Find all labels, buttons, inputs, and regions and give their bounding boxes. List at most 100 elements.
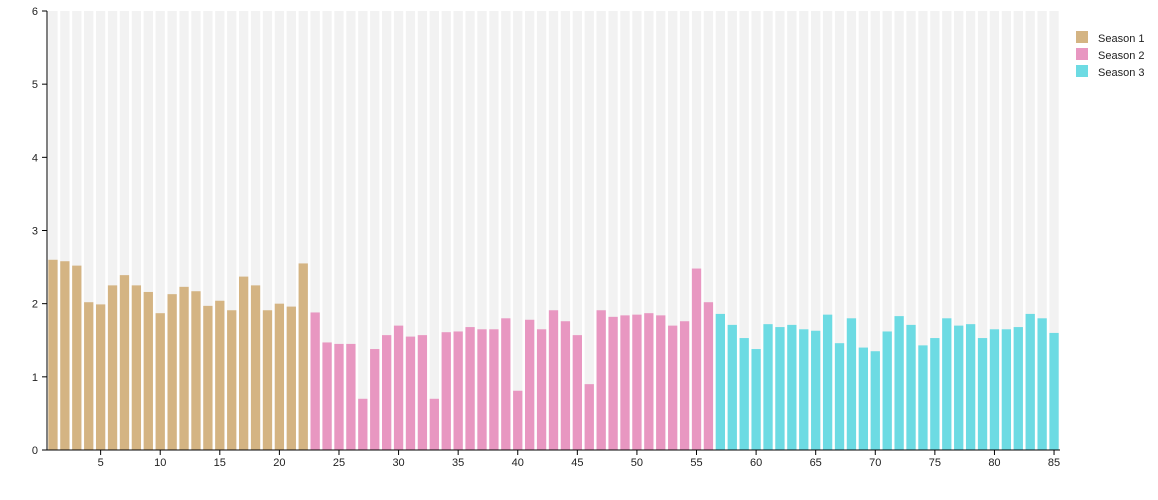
bar-3-68[interactable] (846, 318, 857, 450)
background-bar (572, 11, 582, 450)
bar-2-52[interactable] (656, 315, 666, 450)
bar-3-74[interactable] (918, 345, 928, 450)
bar-1-18[interactable] (250, 285, 261, 450)
bar-3-81[interactable] (1001, 329, 1012, 450)
bar-3-82[interactable] (1013, 327, 1023, 450)
bar-2-35[interactable] (453, 331, 463, 450)
bar-1-7[interactable] (119, 275, 130, 450)
bar-3-71[interactable] (882, 331, 892, 450)
bar-2-37[interactable] (477, 329, 487, 450)
bar-3-60[interactable] (751, 349, 761, 450)
background-bar (858, 11, 869, 450)
bar-3-70[interactable] (870, 351, 880, 450)
x-tick-label: 80 (988, 457, 1000, 469)
bar-3-62[interactable] (775, 327, 785, 450)
background-bar (668, 11, 678, 450)
bar-2-33[interactable] (429, 398, 439, 450)
bar-3-64[interactable] (799, 329, 809, 450)
bar-3-61[interactable] (763, 324, 773, 450)
bar-2-28[interactable] (370, 349, 380, 450)
bar-2-29[interactable] (382, 335, 392, 450)
bar-1-2[interactable] (60, 261, 70, 450)
bar-2-44[interactable] (560, 321, 571, 450)
bar-1-6[interactable] (107, 285, 118, 450)
bar-3-72[interactable] (894, 316, 904, 450)
bar-3-63[interactable] (787, 324, 797, 450)
bar-1-1[interactable] (48, 259, 58, 450)
bar-3-79[interactable] (977, 338, 988, 450)
bar-1-14[interactable] (203, 305, 213, 450)
bar-2-36[interactable] (465, 327, 475, 450)
bar-2-41[interactable] (525, 319, 535, 450)
bar-2-25[interactable] (334, 343, 344, 450)
bar-3-73[interactable] (906, 324, 916, 450)
bar-2-23[interactable] (310, 312, 320, 450)
bar-2-31[interactable] (405, 336, 416, 450)
bar-1-5[interactable] (95, 304, 106, 450)
bar-1-20[interactable] (274, 303, 285, 450)
bar-2-42[interactable] (536, 329, 547, 450)
background-bar (846, 11, 857, 450)
bar-3-57[interactable] (715, 313, 725, 450)
bar-1-8[interactable] (131, 285, 142, 450)
bar-2-27[interactable] (358, 398, 368, 450)
bar-3-65[interactable] (811, 330, 821, 450)
bar-3-85[interactable] (1049, 332, 1059, 450)
bar-2-40[interactable] (513, 390, 523, 450)
x-tick-label: 65 (810, 457, 822, 469)
bar-2-45[interactable] (572, 335, 582, 450)
bar-1-9[interactable] (143, 291, 153, 450)
bar-1-21[interactable] (286, 306, 296, 450)
bar-3-76[interactable] (942, 318, 952, 450)
bar-1-11[interactable] (167, 294, 177, 450)
bar-2-32[interactable] (417, 335, 428, 450)
bar-3-69[interactable] (858, 347, 869, 450)
bar-3-78[interactable] (965, 324, 976, 450)
bar-2-51[interactable] (644, 313, 654, 450)
bar-2-49[interactable] (620, 315, 630, 450)
bar-3-66[interactable] (822, 314, 833, 450)
background-bar (1049, 11, 1059, 450)
bar-1-4[interactable] (84, 302, 94, 450)
bar-2-24[interactable] (322, 342, 332, 450)
bar-3-59[interactable] (739, 338, 749, 450)
bar-3-80[interactable] (989, 329, 1000, 450)
x-tick-label: 25 (333, 457, 345, 469)
bar-1-3[interactable] (72, 265, 82, 450)
bar-2-55[interactable] (691, 268, 702, 450)
bar-2-46[interactable] (584, 384, 594, 450)
bar-3-58[interactable] (727, 324, 737, 450)
bar-3-77[interactable] (954, 325, 964, 450)
bar-2-56[interactable] (703, 302, 714, 450)
bar-2-34[interactable] (441, 332, 451, 450)
bar-1-12[interactable] (179, 286, 189, 450)
bar-1-15[interactable] (215, 300, 225, 450)
bar-2-30[interactable] (393, 325, 404, 450)
bar-1-17[interactable] (238, 276, 249, 450)
bar-1-19[interactable] (262, 310, 273, 450)
background-bar (799, 11, 809, 450)
bar-3-84[interactable] (1037, 318, 1047, 450)
bar-2-54[interactable] (679, 321, 690, 450)
background-bar (620, 11, 630, 450)
bar-2-39[interactable] (501, 318, 511, 450)
x-tick-label: 85 (1048, 457, 1060, 469)
x-axis: 5 10 15 20 25 30 35 40 45 50 55 60 65 70 75 80 85 (47, 449, 1060, 469)
bar-1-22[interactable] (298, 263, 308, 450)
background-bar (274, 11, 285, 450)
bar-2-38[interactable] (489, 329, 499, 450)
bar-1-13[interactable] (191, 291, 201, 450)
background-bar (393, 11, 404, 450)
bar-2-26[interactable] (346, 343, 356, 450)
bar-2-43[interactable] (548, 310, 559, 450)
bar-2-53[interactable] (668, 325, 678, 450)
bar-3-83[interactable] (1025, 313, 1035, 450)
bar-3-75[interactable] (930, 338, 940, 450)
bar-2-50[interactable] (632, 314, 642, 450)
bar-2-47[interactable] (596, 310, 606, 450)
bar-1-10[interactable] (155, 313, 165, 450)
bar-1-16[interactable] (227, 310, 237, 450)
bar-3-67[interactable] (834, 343, 845, 450)
bar-2-48[interactable] (608, 316, 618, 450)
background-bar (870, 11, 880, 450)
